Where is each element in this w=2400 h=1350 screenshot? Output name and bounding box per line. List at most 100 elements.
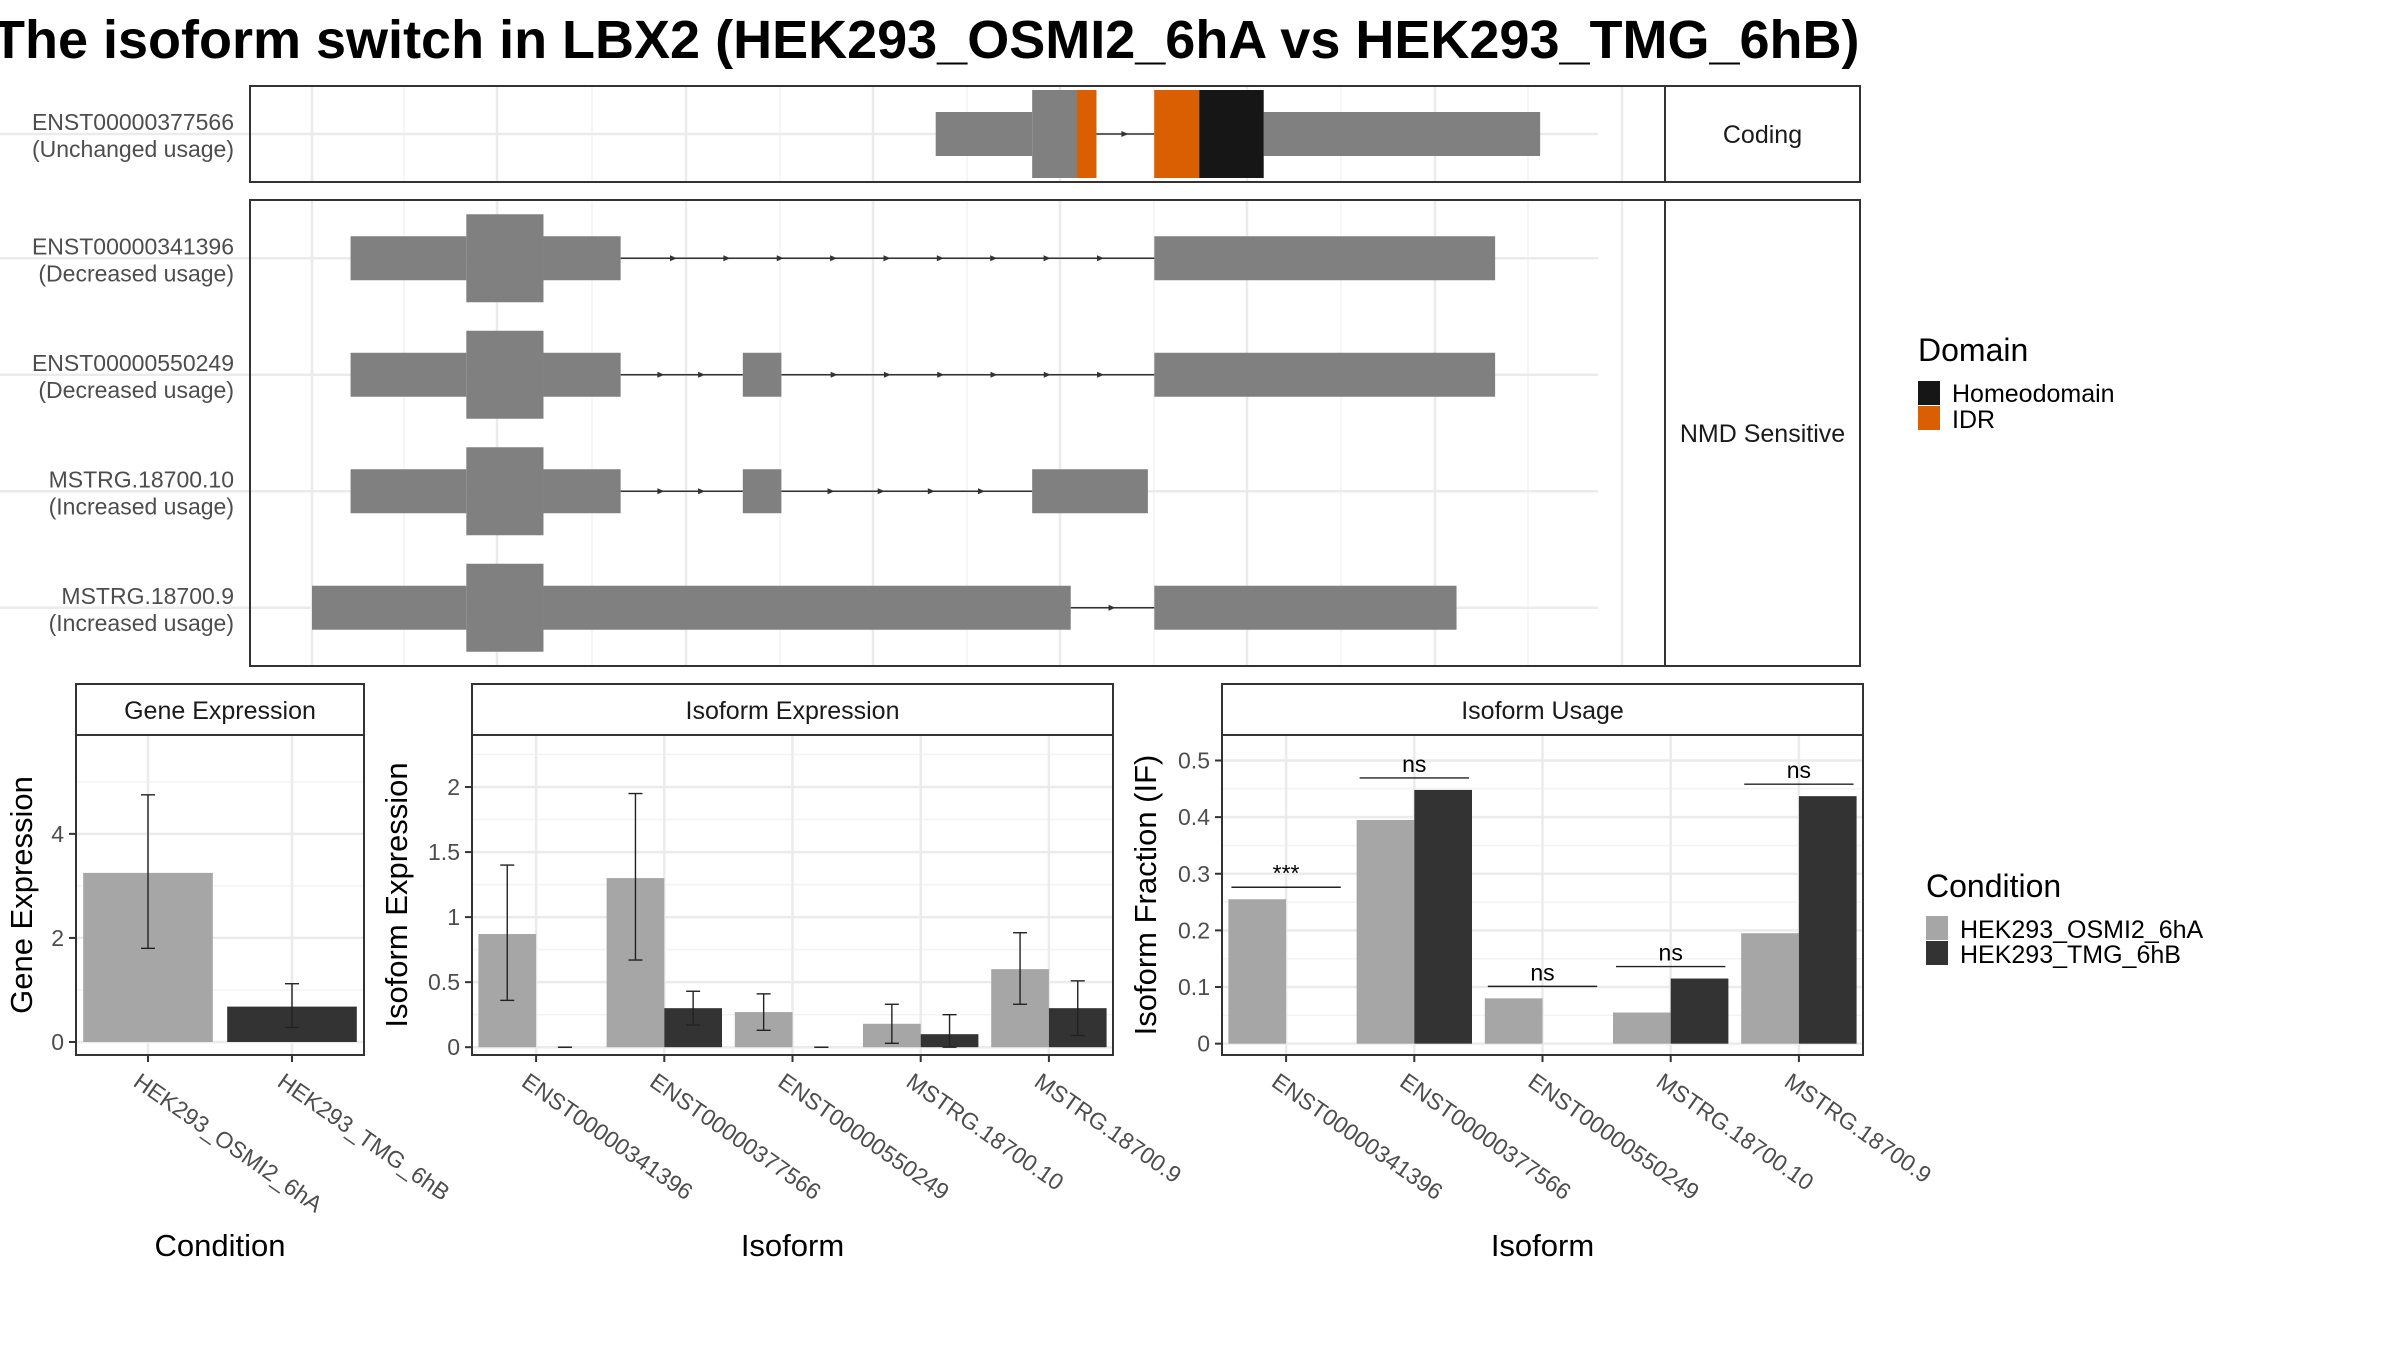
y-tick-label: 0 (51, 1029, 64, 1055)
condition-legend: Condition HEK293_OSMI2_6hA HEK293_TMG_6h… (1926, 868, 2204, 969)
y-tick-label: 2 (447, 774, 460, 800)
intron-arrow (657, 488, 665, 495)
exon-cds (466, 447, 544, 536)
intron-arrow (883, 255, 891, 262)
isoform-usage-panel: *** ns ns ns ns Isoform Usage 0 0.1 0.2 0.3 0.4 0.5… (1128, 683, 1936, 1263)
transcript-usage-label: (Increased usage) (49, 610, 234, 636)
error-bar (1013, 932, 1028, 1005)
exon-utr (543, 352, 621, 397)
facet-strip (75, 683, 365, 736)
y-tick-label: 0 (447, 1034, 460, 1060)
exon-utr (350, 236, 467, 281)
facet-strip (471, 683, 1114, 736)
error-bar (884, 1003, 899, 1044)
exon-utr (1032, 469, 1148, 514)
error-bar (500, 864, 515, 1002)
intron-arrow (990, 255, 998, 262)
isoform-expression-panel: Isoform Expression00.511.52ENST000003413… (379, 683, 1186, 1263)
facet-strip (1664, 199, 1861, 667)
intron-arrow (1043, 371, 1051, 378)
legend-label-idr: IDR (1952, 406, 1995, 434)
x-axis-title: Isoform (1491, 1228, 1594, 1263)
x-axis-title: Condition (155, 1228, 286, 1263)
intron-arrow (927, 488, 935, 495)
transcript-usage-label: (Unchanged usage) (32, 136, 234, 162)
error-bar (1070, 980, 1085, 1037)
intron-arrow (723, 255, 731, 262)
domain-idr (1154, 90, 1200, 178)
bar-mstrg-18700-9-hek293-osmi2-6ha (1741, 933, 1799, 1044)
panel-title: Isoform Expression (686, 697, 900, 725)
legend-label-homeodomain: Homeodomain (1952, 380, 2115, 408)
panel-title: Isoform Usage (1461, 697, 1624, 725)
structure-panel-coding: ENST00000377566(Unchanged usage) Coding (0, 85, 1861, 183)
intron-arrow (1121, 131, 1129, 137)
transcript-enst00000377566: ENST00000377566(Unchanged usage) (0, 90, 1598, 178)
intron-arrow (698, 371, 706, 378)
exon-cds (466, 330, 544, 419)
legend-key-idr (1918, 406, 1940, 430)
intron-arrow (1043, 255, 1051, 262)
facet-strip (1221, 683, 1864, 736)
structure-panel-nmd-sensitive: ENST00000341396(Decreased usage)ENST0000… (0, 199, 1861, 667)
y-tick-label: 0.4 (1178, 804, 1210, 830)
y-axis-title: Isoform Expression (379, 762, 414, 1027)
error-bar (686, 990, 701, 1026)
y-tick-label: 0.5 (428, 969, 460, 995)
exon-utr (543, 469, 621, 514)
figure-title: The isoform switch in LBX2 (HEK293_OSMI2… (0, 10, 1860, 70)
intron-arrow (937, 371, 945, 378)
y-tick-label: 0.5 (1178, 747, 1210, 773)
isoform-structure-plot: ENST00000377566(Unchanged usage) CodingEN… (0, 85, 1861, 667)
intron-arrow (883, 371, 891, 378)
error-bar (141, 794, 155, 950)
intron-arrow (776, 255, 784, 262)
exon-utr (742, 352, 782, 397)
intron-arrow (990, 371, 998, 378)
intron-arrow (877, 488, 885, 495)
y-tick-label: 0 (1197, 1031, 1210, 1057)
facet-strip (1664, 85, 1861, 183)
intron-arrow (936, 255, 944, 262)
exon-utr (543, 236, 621, 281)
exon-utr (543, 585, 1071, 630)
intron-arrow (657, 371, 665, 378)
intron-arrow (827, 488, 835, 495)
intron-arrow (698, 488, 706, 495)
transcript-id-label: MSTRG.18700.9 (61, 583, 234, 609)
transcript-enst00000341396: ENST00000341396(Decreased usage) (0, 214, 1598, 303)
facet-strip-label: NMD Sensitive (1680, 420, 1845, 448)
x-axis-title: Isoform (741, 1228, 844, 1263)
bar-mstrg-18700-10-hek293-osmi2-6ha (1613, 1012, 1671, 1044)
transcript-usage-label: (Decreased usage) (38, 377, 234, 403)
bar-enst00000550249-hek293-osmi2-6ha (1484, 998, 1543, 1044)
exon-cds (466, 563, 544, 652)
y-tick-label: 0.3 (1178, 861, 1210, 887)
transcript-usage-label: (Increased usage) (49, 493, 234, 519)
domain-idr (1077, 90, 1097, 178)
error-bar (628, 792, 643, 961)
legend-label-hek293-osmi2-6ha: HEK293_OSMI2_6hA (1960, 916, 2204, 944)
error-bar (942, 1013, 957, 1048)
legend-key-homeodomain (1918, 381, 1940, 405)
intron-arrow (830, 371, 838, 378)
domain-homeodomain (1199, 90, 1264, 178)
bar-enst00000341396-hek293-osmi2-6ha (1228, 899, 1287, 1044)
bar-mstrg-18700-9-hek293-tmg-6hb (1798, 796, 1857, 1044)
exon-utr (1154, 585, 1457, 630)
exon-utr (935, 112, 1033, 156)
intron-arrow (670, 255, 678, 262)
domain-legend-title: Domain (1918, 332, 2028, 368)
significance-label: *** (1273, 860, 1300, 886)
panel-title: Gene Expression (124, 697, 316, 725)
exon-utr (350, 469, 467, 514)
significance-label: ns (1659, 940, 1683, 966)
exon-utr (350, 352, 467, 397)
intron-arrow (830, 255, 838, 262)
exon-utr (742, 469, 782, 514)
intron-arrow (1108, 604, 1116, 611)
condition-legend-title: Condition (1926, 868, 2061, 904)
significance-label: ns (1787, 757, 1811, 783)
intron-arrow (1096, 255, 1104, 262)
